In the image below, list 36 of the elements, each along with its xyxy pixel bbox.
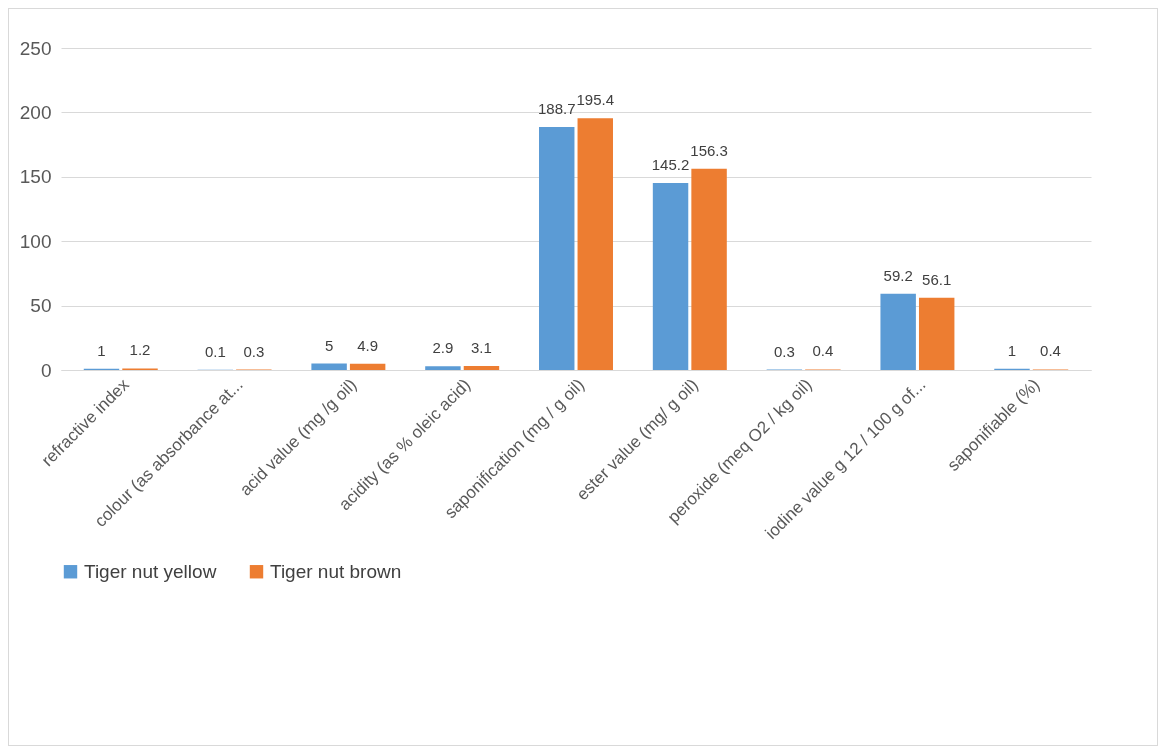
data-label: 59.2 [883, 266, 913, 284]
bar [311, 363, 347, 370]
bar [691, 168, 727, 370]
data-label: 0.1 [204, 342, 226, 360]
data-label: 1.2 [129, 341, 151, 359]
bar [577, 118, 613, 370]
data-label: 195.4 [576, 91, 615, 109]
legend-label: Tiger nut brown [270, 560, 402, 582]
data-label: 1 [1007, 341, 1017, 359]
bar [918, 297, 955, 370]
data-label: 0.4 [812, 342, 834, 360]
bar [652, 182, 689, 370]
data-label: 4.9 [357, 336, 379, 354]
data-label: 0.3 [773, 342, 795, 360]
y-tick-label: 200 [19, 101, 52, 123]
bar [425, 366, 461, 370]
y-tick-label: 250 [19, 37, 52, 59]
bar [349, 363, 386, 370]
y-tick-label: 150 [19, 166, 52, 188]
data-label: 188.7 [537, 99, 576, 117]
data-label: 156.3 [690, 141, 728, 159]
data-label: 5 [324, 336, 334, 354]
bar [463, 366, 500, 370]
y-tick-label: 50 [30, 295, 52, 317]
y-tick-label: 100 [19, 230, 52, 252]
data-label: 1 [97, 341, 106, 359]
bar [880, 293, 916, 370]
data-label: 3.1 [471, 339, 492, 357]
data-label: 2.9 [432, 339, 454, 357]
data-label: 0.4 [1040, 342, 1061, 360]
data-label: 0.3 [243, 342, 265, 360]
legend-label: Tiger nut yellow [84, 560, 217, 582]
data-label: 145.2 [651, 155, 690, 173]
data-label: 56.1 [922, 270, 952, 288]
bar [539, 126, 575, 370]
y-tick-label: 0 [40, 359, 52, 381]
